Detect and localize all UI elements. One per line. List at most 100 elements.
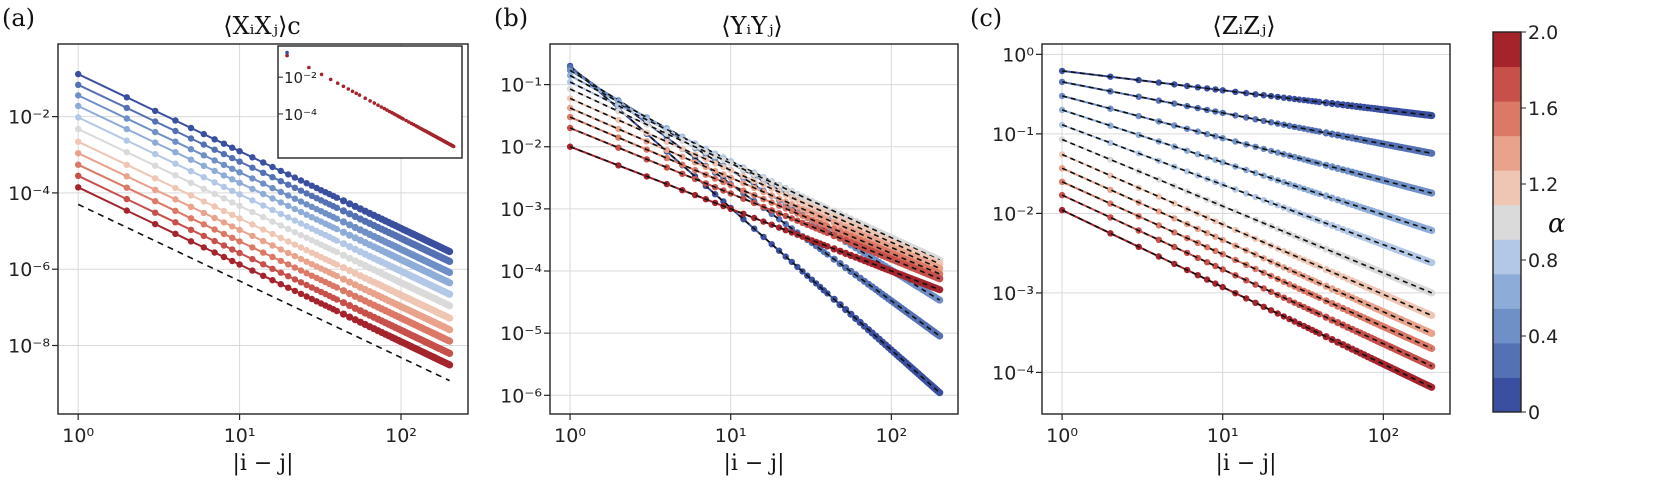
data-point bbox=[291, 205, 299, 213]
data-point bbox=[339, 299, 348, 307]
data-point bbox=[1155, 193, 1163, 200]
data-point bbox=[339, 264, 348, 272]
fit-line bbox=[569, 116, 941, 275]
data-point bbox=[679, 153, 686, 160]
data-point bbox=[824, 243, 831, 250]
data-point bbox=[308, 249, 315, 256]
data-point bbox=[269, 265, 276, 272]
data-point bbox=[1219, 251, 1226, 258]
series-alpha-0.4 bbox=[1058, 92, 1436, 197]
inset-data-point bbox=[451, 144, 456, 149]
data-point bbox=[277, 257, 284, 265]
data-point bbox=[1243, 114, 1250, 121]
data-point bbox=[220, 230, 228, 238]
data-point bbox=[123, 207, 130, 214]
data-point bbox=[291, 184, 299, 191]
data-point bbox=[1428, 329, 1436, 337]
inset-data-point bbox=[372, 101, 377, 105]
data-point bbox=[297, 255, 305, 263]
colorbar-segment bbox=[1493, 273, 1521, 309]
fit-line bbox=[1061, 124, 1432, 264]
data-point bbox=[249, 244, 256, 251]
data-point bbox=[308, 192, 315, 200]
data-point bbox=[236, 238, 243, 245]
data-point bbox=[123, 184, 130, 191]
data-point bbox=[172, 184, 179, 192]
data-point bbox=[1171, 200, 1178, 207]
data-point bbox=[172, 172, 179, 179]
data-point bbox=[229, 144, 236, 151]
data-point bbox=[220, 219, 228, 226]
data-point bbox=[123, 125, 130, 133]
data-point bbox=[211, 179, 218, 186]
data-point bbox=[1135, 112, 1142, 120]
data-point bbox=[711, 160, 719, 167]
data-point bbox=[291, 252, 299, 260]
data-point bbox=[291, 241, 299, 248]
colorbar-segment bbox=[1493, 377, 1521, 413]
data-point bbox=[566, 124, 574, 132]
data-point bbox=[200, 152, 207, 159]
data-point bbox=[1219, 283, 1226, 291]
data-point bbox=[836, 215, 844, 223]
data-point bbox=[187, 146, 195, 153]
data-point bbox=[1267, 119, 1275, 126]
series-alpha-1.6 bbox=[75, 161, 454, 345]
data-point bbox=[727, 160, 734, 167]
data-point bbox=[187, 124, 195, 132]
data-point bbox=[446, 326, 454, 334]
data-point bbox=[446, 314, 454, 322]
data-point bbox=[303, 270, 310, 277]
data-point bbox=[123, 161, 130, 168]
data-point bbox=[269, 184, 276, 192]
data-point bbox=[1232, 208, 1239, 215]
data-point bbox=[172, 207, 179, 214]
data-point bbox=[236, 215, 243, 222]
data-point bbox=[1212, 262, 1219, 270]
data-point bbox=[285, 202, 292, 210]
data-point bbox=[152, 220, 159, 228]
data-point bbox=[297, 198, 305, 205]
axes-frame bbox=[57, 43, 469, 415]
data-point bbox=[1252, 299, 1259, 306]
plot-area bbox=[75, 70, 454, 382]
data-point bbox=[1260, 196, 1267, 204]
data-point bbox=[333, 225, 340, 233]
data-point bbox=[123, 137, 130, 144]
data-point bbox=[663, 146, 670, 154]
data-point bbox=[277, 210, 284, 218]
data-point bbox=[187, 238, 195, 245]
data-point bbox=[172, 127, 179, 135]
data-point bbox=[339, 310, 348, 318]
data-point bbox=[200, 185, 207, 192]
data-point bbox=[187, 226, 195, 233]
data-point bbox=[220, 242, 228, 249]
panel-label: (a) bbox=[2, 4, 35, 32]
inset-data-point bbox=[368, 99, 372, 103]
inset-data-point bbox=[328, 77, 333, 82]
data-point bbox=[1252, 193, 1259, 201]
series-alpha-0.8 bbox=[75, 114, 454, 298]
data-point bbox=[236, 179, 243, 186]
data-point bbox=[830, 232, 838, 240]
data-point bbox=[346, 290, 354, 298]
data-point bbox=[249, 208, 256, 216]
data-point bbox=[303, 201, 310, 208]
data-point bbox=[1280, 94, 1288, 101]
data-point bbox=[1291, 208, 1298, 215]
data-point bbox=[1286, 206, 1293, 213]
series-alpha-1.4 bbox=[75, 150, 454, 334]
inset-data-point bbox=[357, 93, 362, 97]
data-point bbox=[1219, 87, 1226, 94]
data-point bbox=[1194, 128, 1202, 135]
data-point bbox=[615, 162, 622, 169]
series-alpha-1.4 bbox=[566, 104, 944, 272]
data-point bbox=[249, 185, 256, 193]
data-point bbox=[751, 214, 758, 222]
series-alpha-0 bbox=[566, 62, 944, 397]
panel-a: 10⁻² 10⁻⁴ 10⁰ 10¹ 10² 10⁻² 10⁻⁴ 10⁻⁶ 10⁻⁸ |i − j|… bbox=[2, 4, 469, 476]
data-point bbox=[220, 195, 228, 202]
series-alpha-2 bbox=[566, 143, 944, 294]
reference-line bbox=[77, 203, 450, 382]
